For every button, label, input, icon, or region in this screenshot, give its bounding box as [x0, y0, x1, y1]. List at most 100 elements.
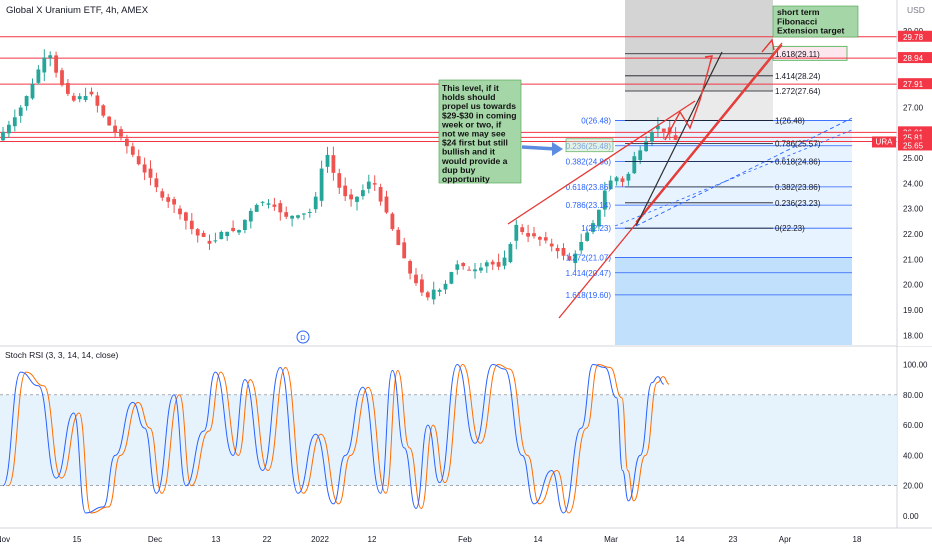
target-note-box[interactable] — [772, 5, 859, 38]
fib-extension-label: 0.236(23.23) — [775, 199, 821, 208]
price-tag — [898, 139, 932, 151]
upper-channel-trendline[interactable] — [507, 100, 696, 225]
candle-body — [166, 197, 171, 202]
stoch-tick-label: 60.00 — [903, 421, 924, 430]
candle-body — [178, 208, 182, 215]
stoch-rsi-pane[interactable]: 100.00 80.00 60.00 40.00 20.00 0.00 — [0, 361, 928, 522]
candle-body — [384, 196, 389, 213]
fib-retracement-label: 0(26.48) — [581, 116, 611, 125]
fib-extension-label: 0.618(24.86) — [775, 157, 821, 166]
fibonacci-zones — [615, 0, 852, 345]
candle-body — [626, 173, 631, 181]
candle-body — [378, 187, 383, 202]
fib-focus-box — [565, 138, 614, 153]
price-tag — [898, 30, 932, 42]
candle-body — [319, 168, 324, 201]
projection-arrowhead[interactable] — [704, 55, 713, 64]
candle-body — [71, 95, 76, 101]
candle-body — [125, 138, 129, 147]
candle-body — [656, 125, 660, 130]
fib-extension-label: 0.382(23.86) — [775, 183, 821, 192]
trendline-drawings[interactable] — [507, 38, 853, 319]
time-tick-label: 23 — [729, 535, 738, 544]
candle-body — [520, 227, 525, 232]
stoch-tick-label: 100.00 — [903, 361, 928, 370]
time-tick-label: Apr — [779, 535, 792, 544]
time-tick-label: 14 — [676, 535, 685, 544]
note-arrow-shaft[interactable] — [521, 145, 557, 151]
candle-body — [567, 256, 572, 261]
candle-body — [508, 244, 513, 263]
price-tick-label: 25.00 — [903, 154, 924, 163]
time-tick-label: 12 — [368, 535, 377, 544]
time-tick-label: Nov — [0, 535, 10, 544]
dividend-marker[interactable] — [296, 330, 310, 344]
dashed-trendline[interactable] — [635, 117, 853, 227]
candle-body — [355, 196, 359, 202]
price-tag-label: 29.78 — [903, 33, 924, 42]
projection-path[interactable] — [664, 55, 713, 141]
note-line: short term — [777, 7, 820, 17]
candle-body — [213, 240, 218, 242]
candle-body — [36, 69, 41, 83]
price-tag — [898, 78, 932, 90]
candle-body — [154, 178, 159, 188]
candle-body — [467, 269, 471, 271]
candle-body — [307, 211, 312, 213]
candle-body — [290, 215, 294, 219]
time-tick-label: 18 — [853, 535, 862, 544]
stoch-tick-label: 80.00 — [903, 391, 924, 400]
fib-extension-zone — [625, 0, 773, 121]
note-line: $29-$30 in coming — [442, 110, 517, 120]
analysis-note[interactable]: This level, if it holds should propel us t… — [438, 79, 522, 184]
price-tick-label: 20.00 — [903, 281, 924, 290]
candle-body — [620, 178, 625, 182]
currency-label: USD — [907, 5, 925, 15]
time-tick-label: Dec — [148, 535, 162, 544]
support-trendline[interactable] — [635, 42, 783, 223]
candle-body — [107, 116, 112, 126]
note-line: This level, if it — [442, 83, 499, 93]
black-trendline[interactable] — [635, 51, 723, 227]
note-line: holds should — [442, 92, 495, 102]
price-tag-label: 27.91 — [903, 80, 924, 89]
analysis-note-box[interactable] — [438, 79, 522, 184]
price-tag — [898, 52, 932, 64]
candle-body — [30, 84, 35, 99]
note-line: Fibonacci — [777, 16, 817, 26]
candle-body — [561, 247, 566, 256]
candle-body — [184, 212, 188, 221]
candle-body — [597, 209, 601, 227]
candle-body — [42, 57, 47, 73]
stoch-k-line — [2, 363, 664, 514]
time-axis[interactable]: Nov 15 Dec 13 22 2022 12 Feb 14 Mar 14 23 Apr 18 — [0, 535, 862, 544]
target-note[interactable]: short term Fibonacci Extension target — [772, 5, 859, 38]
candle-body — [591, 223, 595, 232]
candle-body — [83, 95, 88, 101]
candle-body — [272, 204, 277, 207]
time-tick-label: 2022 — [311, 535, 329, 544]
candle-body — [644, 141, 648, 152]
fib-extension-label: 0(22.23) — [775, 224, 805, 233]
stoch-d-line — [7, 363, 670, 514]
lower-channel-trendline[interactable] — [558, 44, 783, 319]
candle-body — [543, 237, 548, 241]
target-arrowhead[interactable] — [761, 38, 775, 53]
candle-body — [248, 210, 253, 222]
candle-body — [60, 70, 64, 86]
price-tick-label: 23.00 — [903, 205, 924, 214]
candle-body — [614, 177, 619, 182]
candle-body — [195, 229, 200, 236]
dashed-trendline-lower[interactable] — [614, 129, 853, 227]
candle-body — [284, 212, 289, 217]
candle-body — [172, 199, 176, 205]
price-tag — [898, 131, 932, 143]
candle-body — [225, 231, 230, 237]
candle-body — [555, 247, 560, 252]
note-arrow-head[interactable] — [552, 142, 563, 156]
candle-body — [661, 128, 666, 132]
dividend-marker-label: D — [300, 333, 306, 342]
note-line: bullish and it — [442, 147, 495, 157]
fib-retracement-label: 1.272(21.07) — [566, 254, 612, 263]
